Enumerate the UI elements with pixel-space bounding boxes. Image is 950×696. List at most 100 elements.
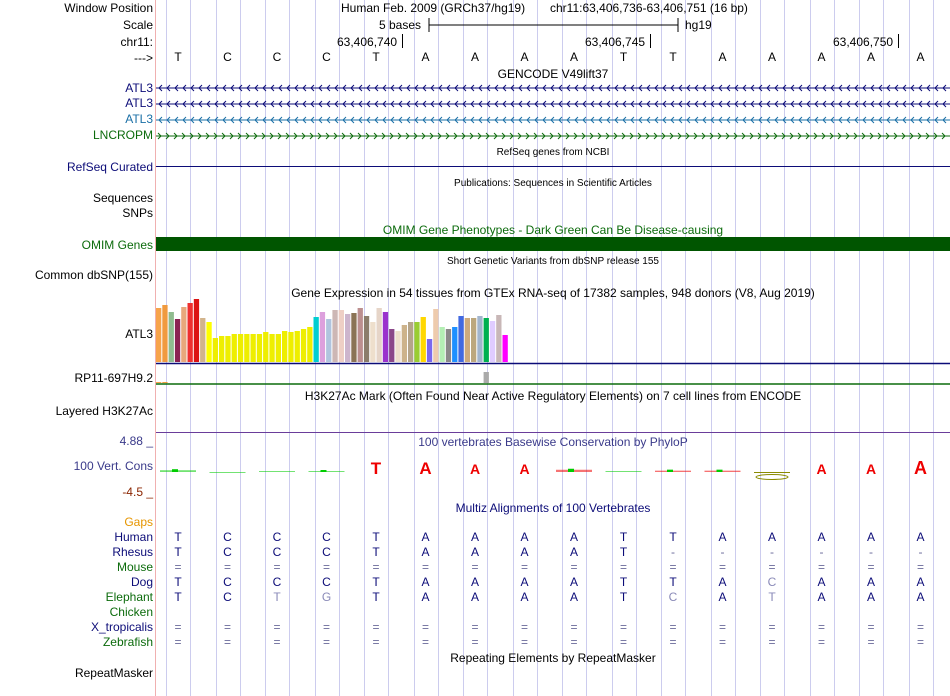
strand-chevron-forward: [765, 132, 770, 140]
publications-sequences-label[interactable]: Sequences: [92, 191, 153, 205]
strand-chevron-reverse: [502, 116, 507, 124]
base-letter: T: [372, 50, 380, 64]
strand-chevron-reverse: [894, 84, 899, 92]
strand-chevron-reverse: [454, 84, 459, 92]
alignment-base: C: [767, 575, 777, 589]
alignment-base: T: [174, 575, 182, 589]
strand-chevron-reverse: [582, 116, 587, 124]
scale-label[interactable]: Scale: [122, 18, 153, 32]
gtex-title: Gene Expression in 54 tissues from GTEx …: [291, 286, 815, 300]
h3k27ac-label[interactable]: Layered H3K27Ac: [55, 404, 153, 418]
strand-chevron-reverse: [566, 84, 571, 92]
strand-chevron-reverse: [742, 116, 747, 124]
gtex-expression-chart[interactable]: [156, 298, 950, 388]
conservation-label[interactable]: 100 Vert. Cons: [73, 459, 153, 473]
strand-label[interactable]: --->: [134, 51, 153, 65]
strand-chevron-reverse: [270, 116, 275, 124]
species-label-chicken[interactable]: Chicken: [109, 605, 153, 619]
omim-label[interactable]: OMIM Genes: [81, 238, 153, 252]
gtex-bar: [483, 318, 489, 362]
strand-chevron-reverse: [310, 116, 315, 124]
chrom-label[interactable]: chr11:: [120, 35, 153, 49]
strand-chevron-reverse: [790, 116, 795, 124]
gtex-bar: [376, 308, 382, 362]
strand-chevron-forward: [493, 132, 498, 140]
gtex-bar: [445, 329, 452, 362]
alignment-base: =: [916, 635, 924, 649]
strand-chevron-reverse: [590, 100, 595, 108]
gencode-transcripts[interactable]: [156, 80, 950, 142]
gtex-gene-label-rp11[interactable]: RP11-697H9.2: [74, 371, 154, 385]
gencode-label-atl3-1[interactable]: ATL3: [125, 81, 153, 95]
gencode-label-atl3-3[interactable]: ATL3: [125, 112, 153, 126]
strand-chevron-forward: [709, 132, 714, 140]
refseq-track-line[interactable]: [156, 166, 950, 167]
strand-chevron-reverse: [398, 116, 403, 124]
repeatmasker-label[interactable]: RepeatMasker: [74, 666, 153, 680]
gtex-gene-label-atl3[interactable]: ATL3: [125, 327, 153, 341]
strand-chevron-reverse: [902, 84, 907, 92]
strand-chevron-reverse: [534, 84, 539, 92]
window-position-label[interactable]: Window Position: [64, 1, 153, 15]
strand-chevron-reverse: [342, 116, 347, 124]
strand-chevron-reverse: [182, 116, 187, 124]
strand-chevron-reverse: [238, 100, 243, 108]
gtex-bar: [408, 322, 414, 362]
gencode-label-atl3-2[interactable]: ATL3: [125, 96, 153, 110]
strand-chevron-reverse: [734, 116, 739, 124]
alignment-base: =: [322, 620, 330, 634]
alignment-base: =: [223, 560, 231, 574]
gtex-bar: [439, 327, 445, 362]
strand-chevron-reverse: [374, 84, 379, 92]
strand-chevron-reverse: [566, 116, 571, 124]
species-label-elephant[interactable]: Elephant: [105, 590, 153, 604]
gtex-bar: [275, 334, 281, 362]
species-label-dog[interactable]: Dog: [130, 575, 153, 589]
strand-chevron-reverse: [894, 116, 899, 124]
dbsnp-label[interactable]: Common dbSNP(155): [34, 268, 153, 282]
strand-chevron-forward: [485, 132, 490, 140]
refseq-label[interactable]: RefSeq Curated: [66, 160, 153, 174]
omim-gene-bar[interactable]: [156, 237, 950, 251]
strand-chevron-reverse: [550, 116, 555, 124]
alignment-base: A: [520, 575, 529, 589]
strand-chevron-reverse: [558, 100, 563, 108]
alignment-base: A: [718, 530, 727, 544]
strand-chevron-reverse: [230, 100, 235, 108]
strand-chevron-forward: [205, 132, 210, 140]
strand-chevron-reverse: [926, 100, 931, 108]
species-label-zebrafish[interactable]: Zebrafish: [102, 635, 153, 649]
strand-chevron-reverse: [278, 100, 283, 108]
alignment-base: =: [718, 560, 726, 574]
alignment-base: =: [916, 620, 924, 634]
strand-chevron-forward: [557, 132, 562, 140]
strand-chevron-reverse: [574, 100, 579, 108]
strand-chevron-forward: [293, 132, 298, 140]
species-label-mouse[interactable]: Mouse: [116, 560, 153, 574]
gencode-label-lncropm[interactable]: LNCROPM: [92, 128, 153, 142]
publications-snps-label[interactable]: SNPs: [122, 206, 153, 220]
strand-chevron-reverse: [830, 100, 835, 108]
strand-chevron-reverse: [534, 116, 539, 124]
species-label-human[interactable]: Human: [114, 530, 153, 544]
strand-chevron-reverse: [926, 116, 931, 124]
species-label-rhesus[interactable]: Rhesus: [112, 545, 153, 559]
strand-chevron-reverse: [822, 116, 827, 124]
gaps-label[interactable]: Gaps: [124, 515, 153, 529]
strand-chevron-forward: [653, 132, 658, 140]
species-label-x_tropicalis[interactable]: X_tropicalis: [90, 620, 153, 634]
alignment-base: A: [470, 590, 479, 604]
alignment-base: A: [421, 530, 430, 544]
strand-chevron-reverse: [710, 116, 715, 124]
dbsnp-subtitle: Short Genetic Variants from dbSNP releas…: [447, 256, 659, 267]
conservation-bar: [320, 470, 327, 472]
coord-label: 63,406,740: [337, 35, 398, 49]
strand-chevron-reverse: [190, 116, 195, 124]
strand-chevron-reverse: [774, 84, 779, 92]
alignment-base: A: [520, 530, 529, 544]
